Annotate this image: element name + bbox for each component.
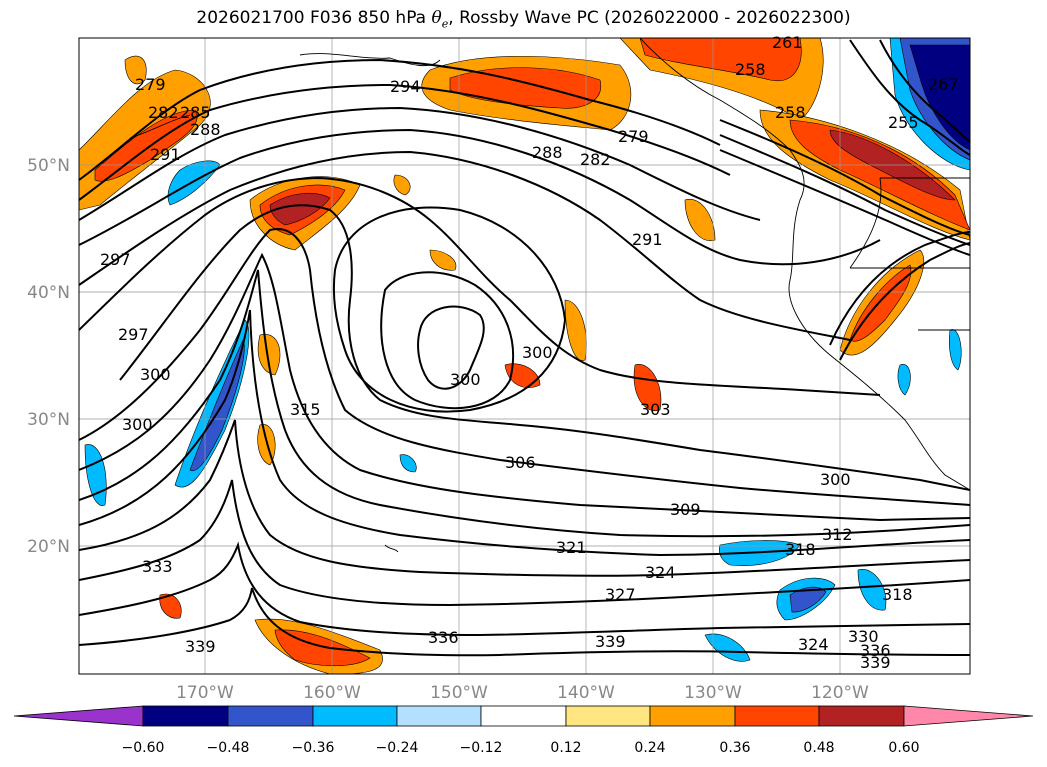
colorbar-tick: 0.48 bbox=[803, 740, 834, 756]
contour-label: 291 bbox=[632, 230, 663, 249]
contour-label: 279 bbox=[618, 127, 649, 146]
contour-label: 282 bbox=[148, 103, 179, 122]
contour-label: 321 bbox=[556, 538, 587, 557]
contour-label: 318 bbox=[785, 540, 816, 559]
lat-label: 20°N bbox=[27, 537, 70, 557]
colorbar-segment bbox=[312, 705, 398, 727]
contour-label: 339 bbox=[860, 653, 891, 672]
contour-label: 285 bbox=[180, 103, 211, 122]
lon-label: 170°W bbox=[176, 683, 234, 703]
colorbar-segment bbox=[649, 705, 736, 727]
colorbar-tick: −0.12 bbox=[460, 740, 503, 756]
lon-label: 140°W bbox=[557, 683, 615, 703]
contour-label: 318 bbox=[882, 585, 913, 604]
contour-label: 324 bbox=[798, 635, 829, 654]
contour-label: 294 bbox=[390, 77, 421, 96]
contour-label: 288 bbox=[532, 143, 563, 162]
colorbar-segment bbox=[734, 705, 820, 727]
plot-frame bbox=[78, 37, 971, 675]
colorbar-tick: −0.36 bbox=[292, 740, 335, 756]
contour-label: 306 bbox=[505, 453, 536, 472]
contour-label: 288 bbox=[190, 120, 221, 139]
colorbar-tick: 0.12 bbox=[550, 740, 581, 756]
contour-label: 336 bbox=[860, 641, 891, 660]
contour-label: 279 bbox=[135, 75, 166, 94]
lon-label: 120°W bbox=[811, 683, 869, 703]
contour-label: 327 bbox=[605, 585, 636, 604]
theta-e-contours bbox=[79, 39, 970, 657]
colorbar-segment bbox=[227, 705, 314, 727]
contour-label: 324 bbox=[645, 563, 676, 582]
colorbar-tick: −0.48 bbox=[207, 740, 250, 756]
lon-label: 160°W bbox=[303, 683, 361, 703]
contour-label: 309 bbox=[670, 500, 701, 519]
lon-label: 130°W bbox=[684, 683, 742, 703]
colorbar-segment bbox=[565, 705, 651, 727]
contour-label: 261 bbox=[772, 33, 803, 52]
coastlines bbox=[129, 38, 970, 553]
colorbar-tick: −0.24 bbox=[376, 740, 419, 756]
contour-labels: 279 282 285 288 291 294 288 282 279 261 … bbox=[100, 33, 959, 672]
lon-label: 150°W bbox=[430, 683, 488, 703]
colorbar-segment bbox=[396, 705, 482, 727]
colorbar-segment bbox=[480, 705, 567, 727]
contour-label: 312 bbox=[822, 525, 853, 544]
contour-label: 291 bbox=[150, 145, 181, 164]
colorbar bbox=[13, 705, 1034, 727]
contour-label: 282 bbox=[580, 150, 611, 169]
lat-label: 30°N bbox=[27, 410, 70, 430]
colorbar-segment bbox=[13, 705, 144, 727]
colorbar-tick: 0.24 bbox=[634, 740, 665, 756]
anomaly-shading bbox=[79, 38, 970, 674]
contour-label: 300 bbox=[820, 470, 851, 489]
contour-label: 258 bbox=[775, 103, 806, 122]
colorbar-tick: 0.36 bbox=[719, 740, 750, 756]
contour-label: 300 bbox=[140, 365, 171, 384]
colorbar-tick: 0.60 bbox=[888, 740, 919, 756]
lat-label: 50°N bbox=[27, 156, 70, 176]
contour-label: 333 bbox=[142, 557, 173, 576]
colorbar-tick: −0.60 bbox=[122, 740, 165, 756]
contour-label: 297 bbox=[100, 250, 131, 269]
contour-label: 339 bbox=[595, 632, 626, 651]
colorbar-segment bbox=[142, 705, 229, 727]
contour-label: 339 bbox=[185, 637, 216, 656]
contour-label: 255 bbox=[888, 113, 919, 132]
axis-labels: 170°W 160°W 150°W 140°W 130°W 120°W 50°N… bbox=[27, 156, 869, 703]
contour-label: 300 bbox=[122, 415, 153, 434]
contour-label: 336 bbox=[428, 628, 459, 647]
colorbar-segment bbox=[818, 705, 905, 727]
colorbar-segment bbox=[903, 705, 1034, 727]
contour-label: 300 bbox=[522, 343, 553, 362]
contour-label: 297 bbox=[118, 325, 149, 344]
colorbar-ticks: −0.60 −0.48 −0.36 −0.24 −0.12 0.12 0.24 … bbox=[122, 740, 920, 756]
contour-label: 258 bbox=[735, 60, 766, 79]
contour-label: 300 bbox=[450, 370, 481, 389]
contour-label: 315 bbox=[290, 400, 321, 419]
contour-label: 330 bbox=[848, 627, 879, 646]
map-title: 2026021700 F036 850 hPa θe, Rossby Wave … bbox=[196, 8, 851, 31]
contour-label: 267 bbox=[928, 75, 959, 94]
contour-label: 303 bbox=[640, 400, 671, 419]
lat-label: 40°N bbox=[27, 283, 70, 303]
